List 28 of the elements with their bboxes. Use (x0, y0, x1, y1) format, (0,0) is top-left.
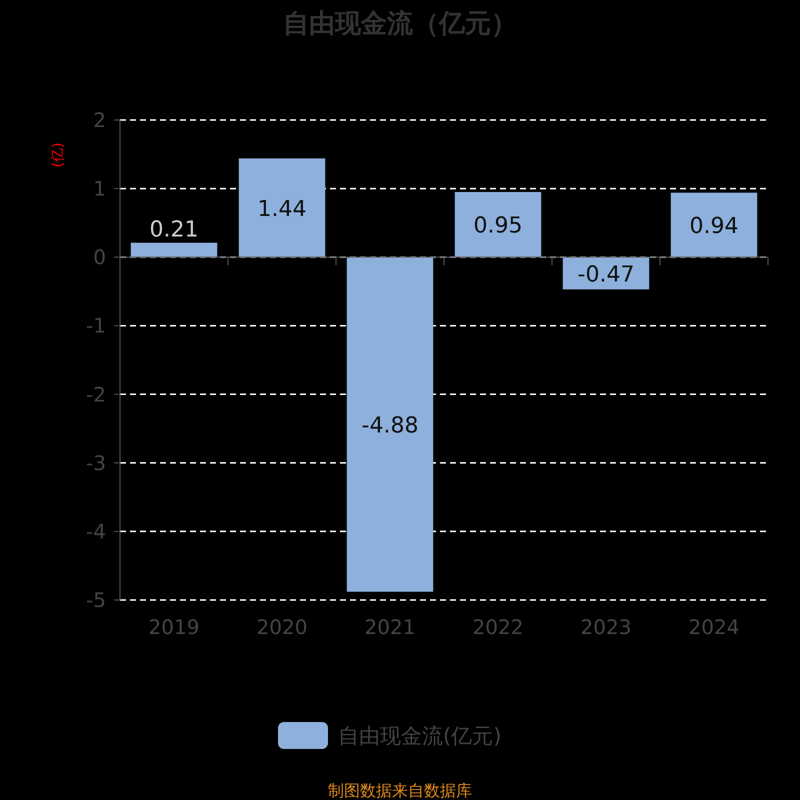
data-label: 0.94 (690, 214, 738, 239)
data-label: -0.47 (578, 262, 634, 288)
y-tick-label: -2 (86, 382, 106, 406)
bar (454, 192, 542, 258)
y-tick-label: 0 (93, 245, 106, 270)
y-tick-label: -1 (86, 314, 106, 338)
y-tick-label: 1 (93, 176, 106, 201)
y-tick-label: 2 (93, 108, 106, 132)
bar (130, 242, 218, 258)
bar (238, 158, 326, 258)
text: 制图数据来自数据库 (328, 781, 472, 800)
data-label: 0.21 (150, 218, 198, 243)
x-tick-label: 2024 (688, 615, 740, 639)
y-axis-title: (亿) (50, 142, 66, 168)
data-label: -4.88 (362, 413, 418, 438)
x-tick-label: 2021 (364, 615, 416, 639)
x-tick-label: 2020 (256, 615, 308, 639)
x-tick-label: 2019 (148, 615, 200, 639)
data-label: 1.44 (258, 196, 306, 222)
data-label: 0.95 (474, 214, 522, 239)
x-tick-label: 2022 (472, 615, 524, 639)
x-tick-label: 2023 (580, 615, 632, 639)
legend-label: 自由现金流(亿元) (338, 724, 502, 748)
y-tick-label: -3 (86, 450, 106, 475)
y-tick-label: -5 (86, 588, 106, 612)
bar (670, 192, 758, 258)
bar (346, 257, 434, 592)
y-tick-label: -4 (86, 519, 106, 544)
